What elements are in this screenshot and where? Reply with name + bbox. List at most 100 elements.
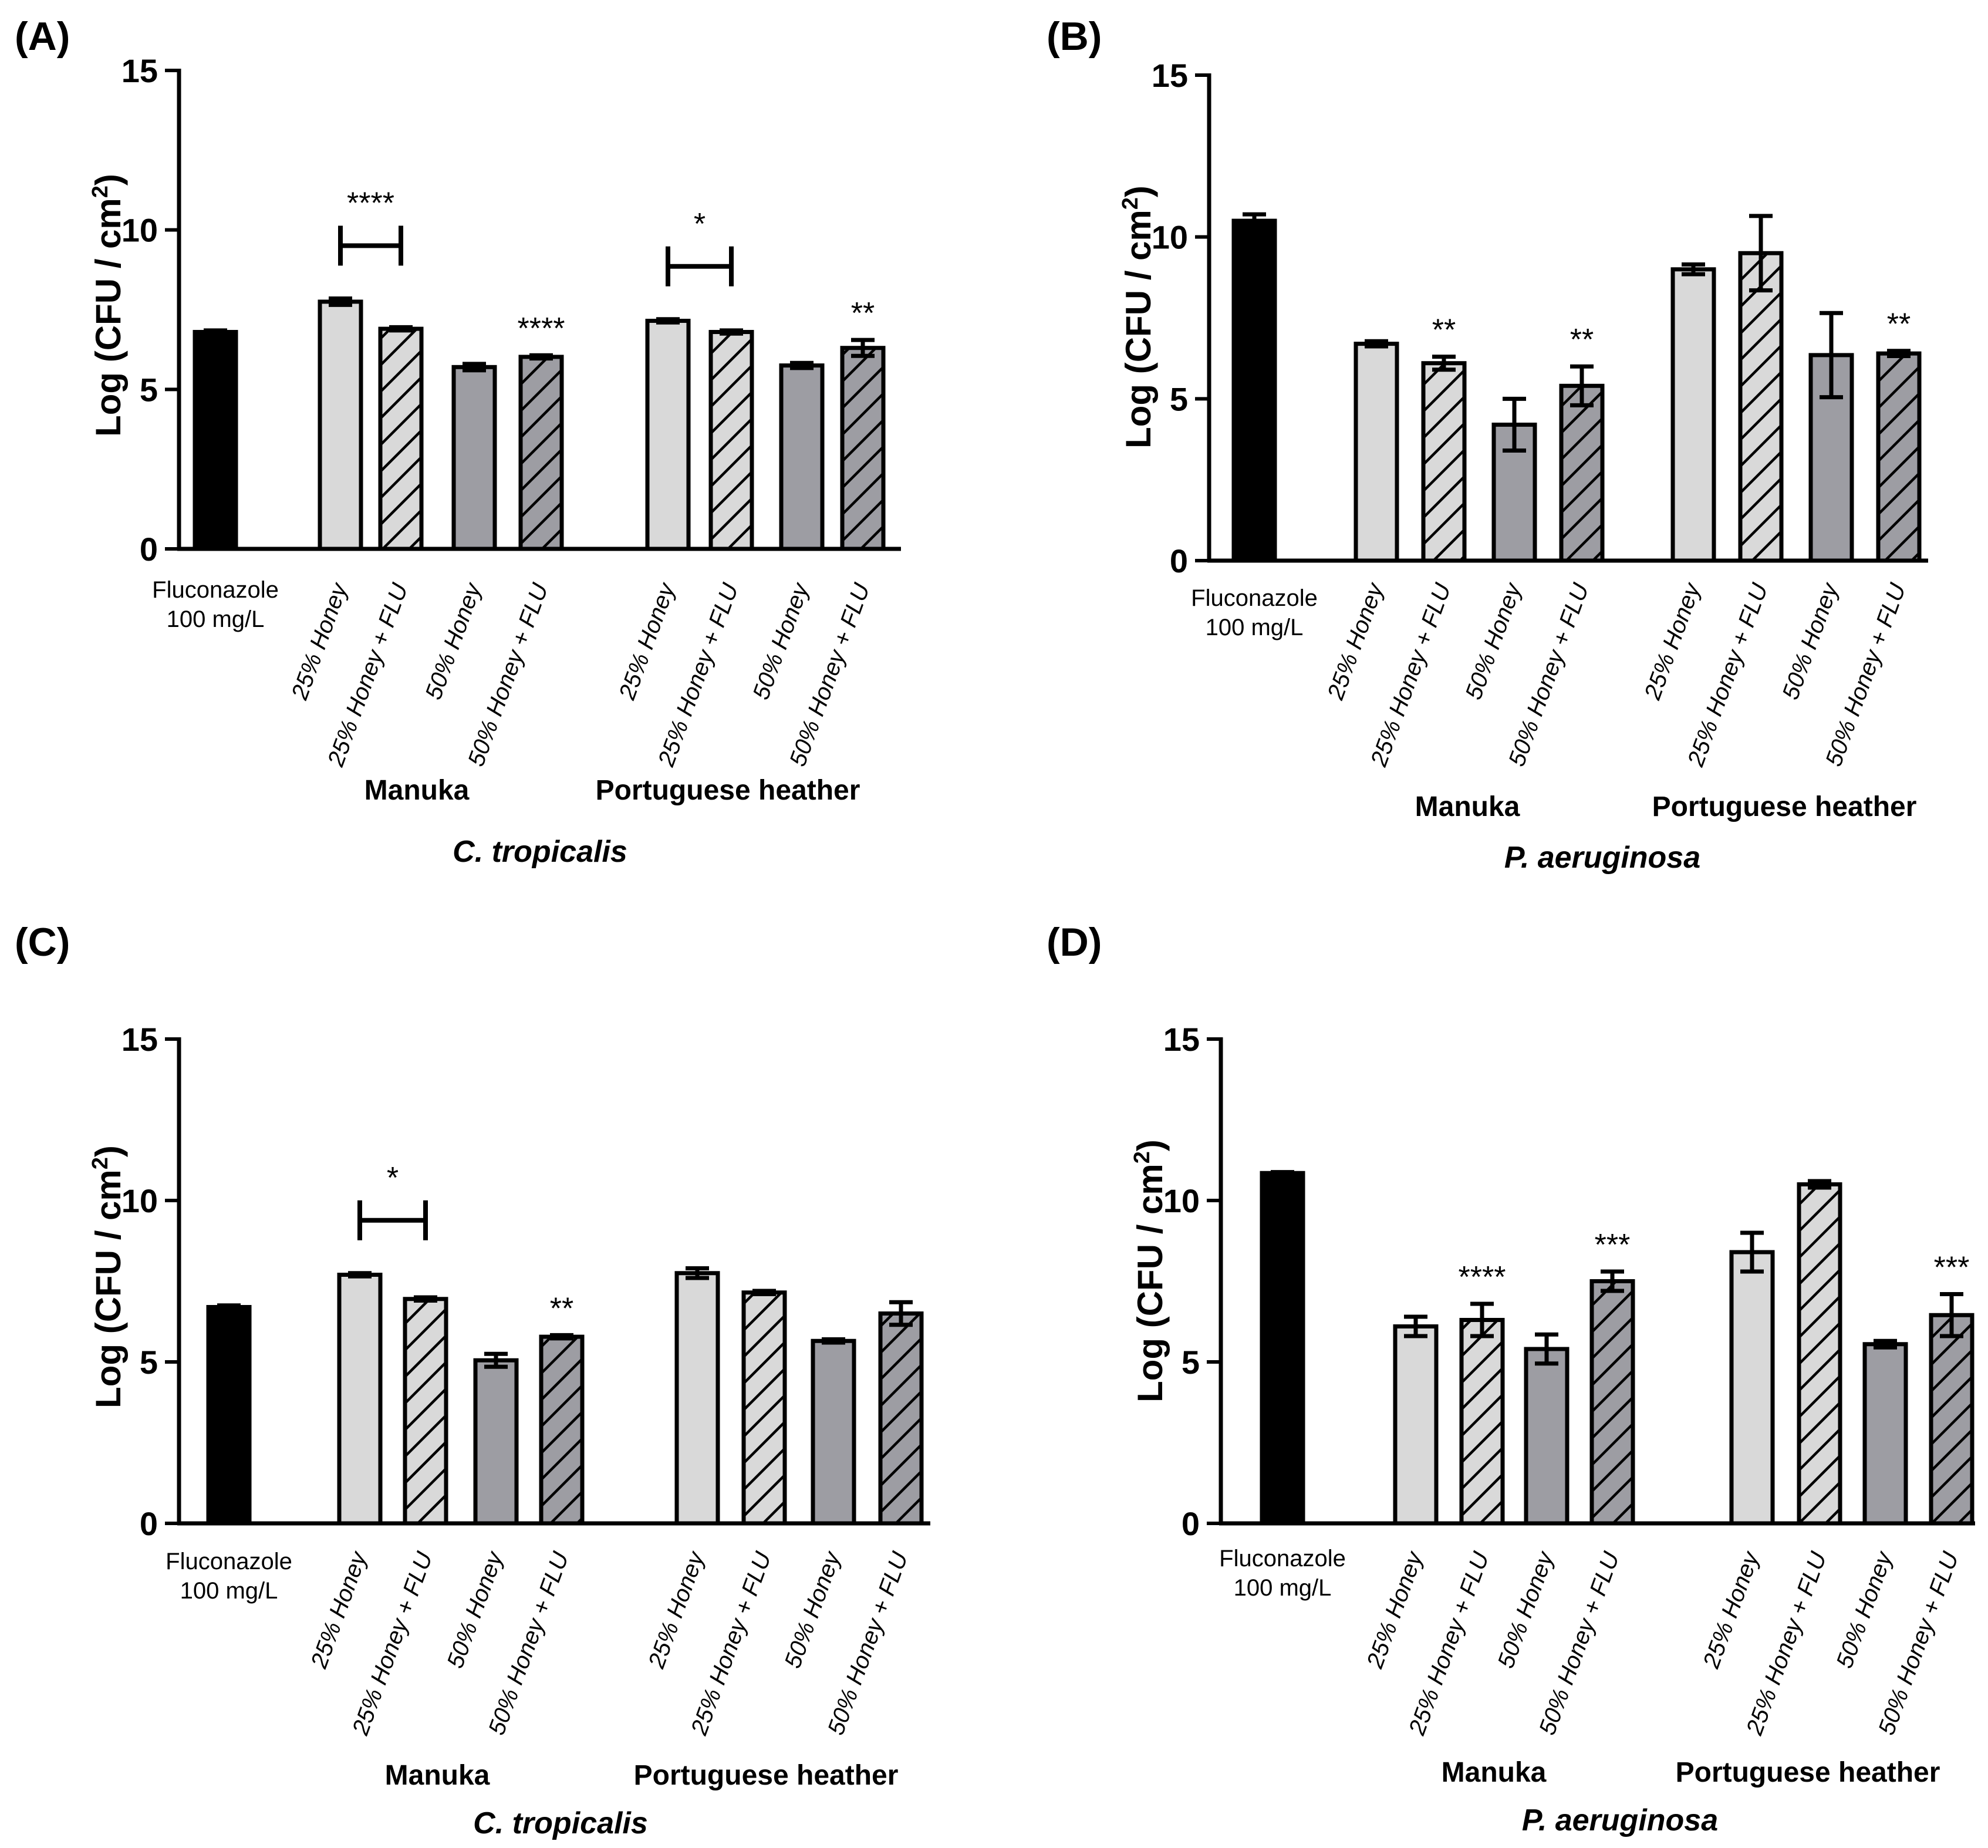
significance-label: **** <box>518 312 565 346</box>
group-label: Manuka <box>385 1760 490 1791</box>
y-tick-label: 5 <box>1182 1344 1200 1381</box>
category-label: 50% Honey <box>1777 578 1844 703</box>
y-tick-label: 5 <box>140 1344 158 1381</box>
significance-label: *** <box>1595 1228 1631 1262</box>
significance-label: ** <box>1887 308 1911 342</box>
group-label: Manuka <box>364 775 470 806</box>
category-label: 25% Honey <box>1698 1547 1764 1672</box>
bar <box>1459 1318 1505 1526</box>
y-tick-label: 15 <box>1152 57 1188 94</box>
bar <box>1862 1342 1908 1526</box>
bar-control <box>1231 218 1277 563</box>
category-label: 50% Honey <box>748 578 814 703</box>
control-label: 100 mg/L <box>1234 1575 1332 1601</box>
category-label: 50% Honey <box>442 1547 508 1671</box>
bar <box>1524 1347 1570 1526</box>
group-label: Manuka <box>1442 1757 1547 1788</box>
category-label: 50% Honey <box>420 578 487 703</box>
bar <box>779 363 825 551</box>
y-tick-label: 0 <box>1170 542 1188 579</box>
bar <box>1738 251 1784 563</box>
panel-d: (D) Log (CFU / cm2) P. aeruginosa 0 5 10 15… <box>1047 920 1975 1837</box>
control-label: Fluconazole <box>166 1549 292 1574</box>
bar-control <box>206 1305 252 1526</box>
bar <box>539 1334 585 1526</box>
y-tick-label: 15 <box>121 1021 158 1058</box>
bar <box>1559 383 1605 563</box>
organism-label: P. aeruginosa <box>1522 1803 1718 1837</box>
y-tick-label: 10 <box>121 1182 158 1219</box>
bar <box>645 319 691 551</box>
category-label: 25% Honey <box>643 1547 710 1672</box>
control-label: 100 mg/L <box>167 606 265 632</box>
category-label: 25% Honey <box>1322 578 1389 703</box>
y-tick-label: 5 <box>140 371 158 408</box>
bar <box>473 1358 519 1526</box>
bar <box>518 355 564 551</box>
y-tick-label: 0 <box>140 531 158 568</box>
bar <box>1589 1279 1635 1526</box>
group-label: Portuguese heather <box>1676 1757 1940 1788</box>
significance-label: ** <box>550 1291 573 1326</box>
bracket-label: **** <box>347 186 394 220</box>
y-tick-label: 15 <box>121 52 158 89</box>
y-tick-label: 10 <box>1152 219 1188 256</box>
control-label: 100 mg/L <box>180 1578 278 1604</box>
bar <box>1876 351 1922 563</box>
bar <box>1670 267 1716 563</box>
bar <box>337 1273 383 1526</box>
bar <box>1354 342 1399 563</box>
organism-label: C. tropicalis <box>473 1806 648 1840</box>
bar <box>840 346 886 551</box>
panel-label: (B) <box>1047 14 1102 59</box>
category-label: 50% Honey <box>1460 578 1527 703</box>
panel-label: (A) <box>15 14 70 59</box>
bracket-label: * <box>694 207 706 241</box>
significance-label: **** <box>1459 1260 1506 1294</box>
bar <box>451 365 497 551</box>
bar <box>1797 1182 1842 1526</box>
y-tick-label: 10 <box>1163 1182 1200 1219</box>
category-label: 25% Honey <box>306 1547 372 1672</box>
bar <box>1421 361 1467 563</box>
bar <box>674 1271 720 1526</box>
bar <box>708 330 754 551</box>
y-tick-label: 0 <box>1182 1505 1200 1542</box>
control-label: 100 mg/L <box>1206 615 1304 640</box>
bracket-label: * <box>387 1161 399 1195</box>
category-label: 50% Honey <box>1831 1547 1898 1671</box>
group-label: Portuguese heather <box>596 775 860 806</box>
control-label: Fluconazole <box>152 577 279 603</box>
y-tick-label: 0 <box>140 1505 158 1542</box>
group-label: Manuka <box>1415 791 1520 822</box>
bar <box>1393 1324 1439 1526</box>
panel-c: (C) Log (CFU / cm2) C. tropicalis 0 5 10 15… <box>15 920 930 1840</box>
y-axis-label: Log (CFU / cm2) <box>1130 1139 1170 1402</box>
control-label: Fluconazole <box>1191 585 1318 611</box>
control-label: Fluconazole <box>1219 1546 1346 1572</box>
organism-label: C. tropicalis <box>453 835 627 869</box>
y-axis-label: Log (CFU / cm2) <box>1118 186 1158 448</box>
panel-label: (C) <box>15 920 70 965</box>
bar <box>1929 1313 1975 1526</box>
category-label: 25% Honey <box>1639 578 1706 703</box>
bar <box>378 326 424 551</box>
bar <box>811 1338 856 1526</box>
category-label: 50% Honey <box>1493 1547 1559 1671</box>
significance-label: *** <box>1934 1251 1970 1285</box>
category-label: 25% Honey <box>286 578 353 703</box>
panel-a: (A) Log (CFU / cm2) C. tropicalis 0 5 10 15… <box>15 14 901 869</box>
bar <box>878 1311 924 1526</box>
bar-control <box>193 330 238 551</box>
bar <box>318 299 363 551</box>
bar <box>1729 1250 1775 1526</box>
y-tick-label: 15 <box>1163 1021 1200 1058</box>
category-label: 25% Honey <box>1362 1547 1428 1672</box>
significance-label: ** <box>1432 313 1456 348</box>
significance-label: ** <box>1570 323 1594 357</box>
panel-label: (D) <box>1047 920 1102 965</box>
y-tick-label: 5 <box>1170 380 1188 417</box>
y-axis-label: Log (CFU / cm2) <box>88 1145 128 1408</box>
y-axis-label: Log (CFU / cm2) <box>88 174 128 437</box>
